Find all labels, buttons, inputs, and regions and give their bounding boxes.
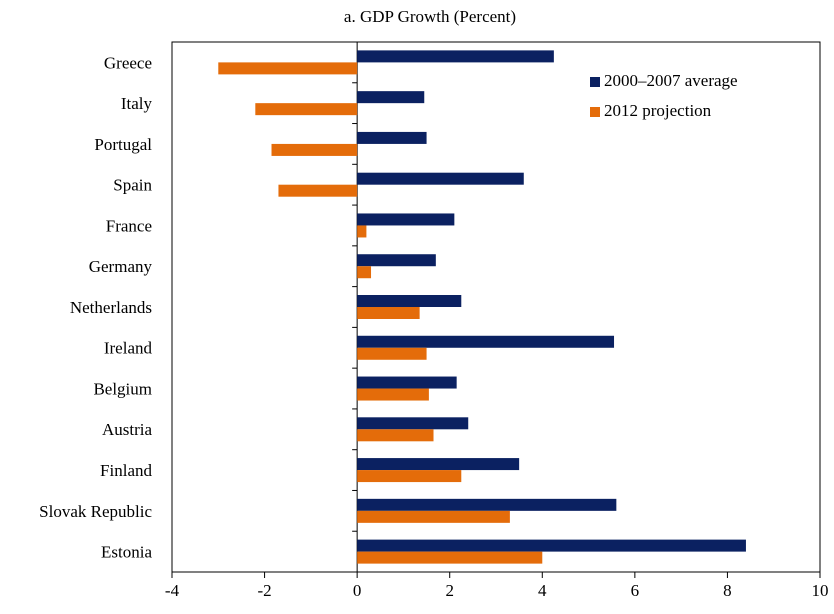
bar — [357, 266, 372, 279]
y-tick-label: Estonia — [101, 543, 152, 562]
x-tick-label: -4 — [165, 581, 180, 600]
bar — [357, 91, 425, 104]
legend-label: 2000–2007 average — [604, 71, 738, 90]
y-tick-label: Spain — [113, 176, 152, 195]
bar — [357, 539, 746, 552]
bar — [357, 131, 427, 144]
x-tick-label: 0 — [353, 581, 362, 600]
bar — [357, 335, 615, 348]
y-tick-label: Italy — [121, 94, 153, 113]
plot-frame — [171, 41, 821, 573]
bar — [357, 213, 455, 226]
x-tick-label: -2 — [257, 581, 271, 600]
bar — [357, 470, 462, 483]
legend-label: 2012 projection — [604, 101, 712, 120]
bar — [357, 225, 367, 238]
y-tick-label: Finland — [100, 461, 152, 480]
y-tick-label: Portugal — [94, 135, 152, 154]
x-tick-label: 4 — [538, 581, 547, 600]
bar — [357, 295, 462, 307]
bar — [357, 50, 554, 63]
x-tick-label: 6 — [631, 581, 640, 600]
chart-title: a. GDP Growth (Percent) — [344, 7, 516, 26]
bar — [357, 417, 469, 430]
legend-swatch — [590, 77, 600, 87]
bar — [357, 307, 420, 319]
y-tick-label: Belgium — [93, 379, 152, 398]
y-tick-label: Austria — [102, 420, 153, 439]
bar — [357, 551, 543, 564]
legend-swatch — [590, 107, 600, 117]
bar — [357, 172, 524, 185]
y-tick-label: Netherlands — [70, 298, 152, 317]
y-tick-label: Greece — [104, 53, 152, 72]
bar — [357, 510, 510, 523]
bar — [357, 458, 520, 471]
bar — [357, 388, 429, 401]
bar — [357, 254, 436, 267]
bar — [357, 376, 457, 389]
y-tick-label: France — [106, 216, 152, 235]
bar — [255, 103, 358, 116]
bar — [357, 498, 617, 511]
y-tick-label: Ireland — [104, 339, 153, 358]
y-tick-label: Slovak Republic — [39, 502, 152, 521]
x-tick-label: 2 — [445, 581, 454, 600]
x-tick-label: 10 — [812, 581, 829, 600]
bar — [218, 62, 358, 75]
bar — [357, 429, 434, 442]
x-tick-label: 8 — [723, 581, 732, 600]
bar — [271, 143, 358, 156]
bar — [357, 347, 427, 360]
bar — [278, 184, 358, 197]
y-tick-label: Germany — [89, 257, 153, 276]
